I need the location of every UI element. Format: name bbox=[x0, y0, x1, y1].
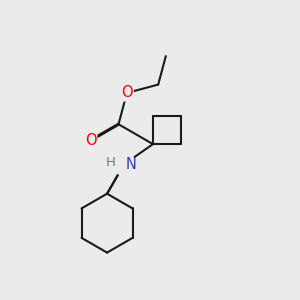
Text: H: H bbox=[106, 156, 116, 170]
Text: N: N bbox=[125, 158, 136, 172]
Text: O: O bbox=[121, 85, 133, 100]
Text: O: O bbox=[85, 133, 96, 148]
